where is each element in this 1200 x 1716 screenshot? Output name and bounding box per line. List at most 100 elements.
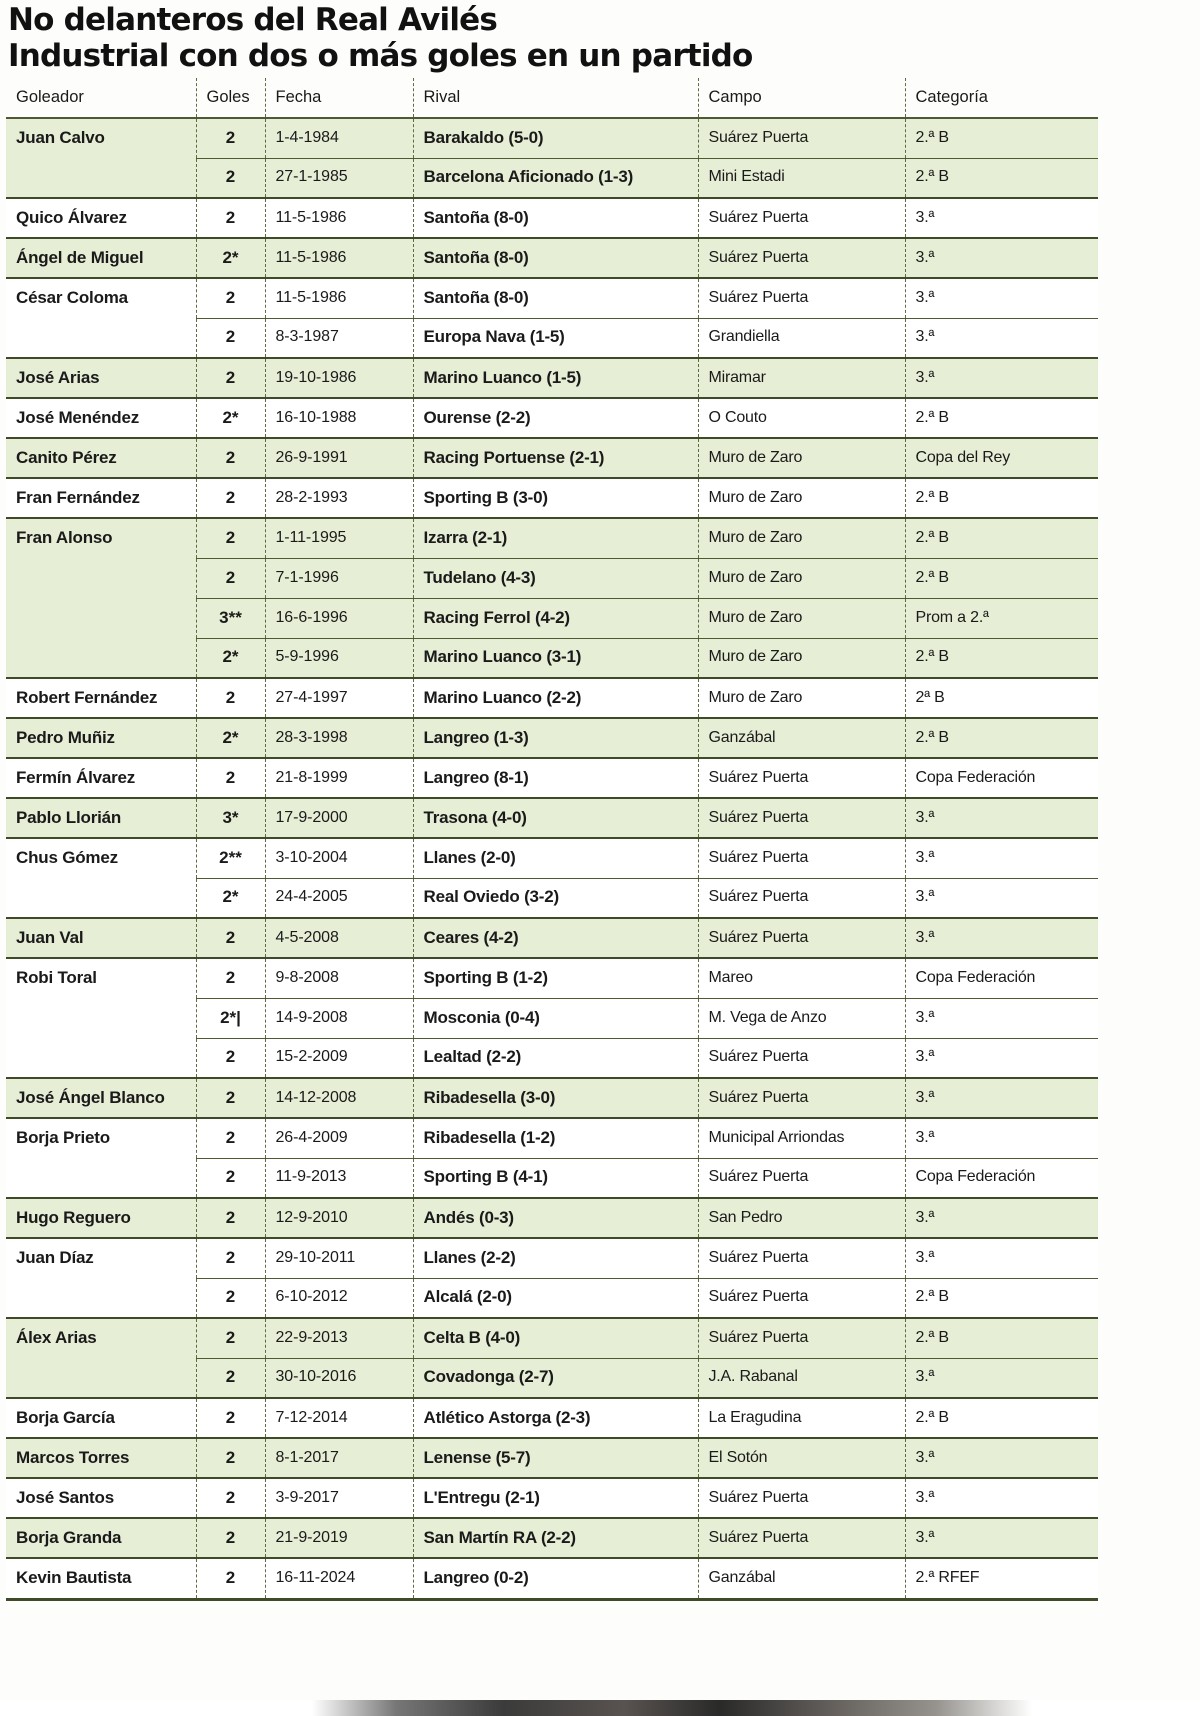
cell-campo: Grandiella [697, 317, 905, 358]
cell-fecha-text: 26-4-2009 [275, 1128, 348, 1146]
cell-campo-text: Muro de Zaro [708, 448, 803, 466]
cell-rival-text: Ourense (2-2) [423, 407, 531, 427]
cell-fecha-text: 29-10-2011 [275, 1248, 356, 1266]
cell-rival-text: Llanes (2-2) [423, 1247, 516, 1267]
cell-goleador: Borja Granda [6, 1517, 196, 1558]
cell-categoria: 2.ª B [904, 717, 1098, 758]
cell-goleador-text [6, 1054, 196, 1061]
cell-campo-text: Suárez Puerta [708, 208, 809, 226]
cell-fecha-text: 28-2-1993 [275, 488, 348, 506]
cell-goleador: José Ángel Blanco [6, 1077, 196, 1118]
cell-goles-text: 2 [225, 287, 236, 307]
cell-categoria-text: 2.ª B [915, 1328, 950, 1346]
cell-fecha-text: 3-10-2004 [275, 848, 348, 866]
cell-campo: Miramar [697, 357, 905, 398]
cell-categoria-text: Prom a 2.ª [915, 608, 989, 626]
cell-goles: 2 [195, 1317, 265, 1358]
table-row: Pedro Muñiz 2* 28-3-1998 Langreo (1-3) Ganzá… [6, 717, 1098, 758]
cell-goleador: Juan Val [6, 917, 196, 958]
col-header-campo: Campo [697, 78, 905, 118]
cell-campo-text: Suárez Puerta [708, 1048, 809, 1066]
cell-goles: 2 [195, 517, 265, 558]
title-line-1: No delanteros del Real Avilés [8, 2, 498, 38]
cell-goles-text: 2* [222, 407, 239, 427]
table-row: Juan Calvo 2 1-4-1984 Barakaldo (5-0) Suárez… [6, 118, 1098, 158]
cell-categoria-text: 2.ª B [915, 168, 950, 186]
cell-rival: Sporting B (3-0) [412, 477, 698, 518]
cell-goleador-text: Marcos Torres [16, 1447, 130, 1467]
cell-fecha-text: 16-11-2024 [275, 1569, 356, 1586]
cell-rival: Mosconia (0-4) [412, 997, 698, 1038]
cell-goles: 2 [195, 1517, 265, 1558]
cell-categoria: 2.ª B [904, 637, 1098, 678]
cell-goleador-text: Álex Arias [16, 1328, 97, 1347]
table-row: 2 27-1-1985 Barcelona Aficionado (1-3) Mini… [6, 157, 1098, 198]
cell-campo: Muro de Zaro [697, 637, 905, 678]
cell-campo: Muro de Zaro [697, 437, 905, 478]
cell-goles-text: 2 [225, 1527, 236, 1547]
cell-fecha-text: 30-10-2016 [275, 1368, 357, 1386]
cell-fecha: 28-3-1998 [264, 717, 413, 758]
cell-categoria: 3.ª [904, 277, 1098, 318]
cell-goles: 2** [195, 837, 265, 878]
cell-goleador-text: Juan Díaz [16, 1248, 94, 1267]
cell-rival: Ribadesella (1-2) [412, 1117, 698, 1158]
cell-goles-text: 2* [222, 647, 239, 667]
cell-goleador-text: Juan Calvo [16, 128, 105, 147]
cell-rival-text: Trasona (4-0) [423, 807, 527, 827]
cell-campo-text: Mini Estadi [708, 168, 785, 186]
cell-rival-text: Marino Luanco (2-2) [423, 687, 582, 707]
cell-rival-text: Celta B (4-0) [423, 1327, 521, 1347]
cell-goleador-text [6, 615, 196, 622]
cell-rival: Europa Nava (1-5) [412, 317, 698, 358]
cell-goles: 2 [195, 317, 265, 358]
cell-campo: Suárez Puerta [697, 917, 905, 958]
cell-campo-text: Muro de Zaro [708, 688, 803, 706]
cell-goleador-text: Borja Granda [16, 1527, 122, 1547]
cell-goles-text: 2 [225, 1287, 236, 1307]
cell-goleador: Canito Pérez [6, 437, 196, 478]
page-title: No delanteros del Real Avilés Industrial… [0, 0, 1200, 78]
cell-fecha-text: 9-8-2008 [275, 968, 339, 986]
cell-rival: Trasona (4-0) [412, 797, 698, 838]
cell-rival: Celta B (4-0) [412, 1317, 698, 1358]
cell-campo: Muro de Zaro [697, 557, 905, 598]
cell-categoria-text: 3.ª [915, 1008, 935, 1026]
cell-goles-text: 2 [225, 567, 236, 587]
cell-goles-text: 2 [225, 1367, 236, 1387]
cell-goles-text: 2 [225, 1568, 236, 1587]
cell-campo-text: Mareo [708, 968, 754, 986]
cell-goles: 3* [195, 797, 265, 838]
cell-rival-text: Barakaldo (5-0) [423, 127, 544, 147]
cell-rival: Tudelano (4-3) [412, 557, 698, 598]
cell-goles: 2 [195, 1237, 265, 1278]
cell-campo-text: J.A. Rabanal [708, 1368, 798, 1386]
cell-fecha: 15-2-2009 [264, 1037, 413, 1078]
cell-campo-text: Municipal Arriondas [708, 1128, 845, 1146]
cell-fecha: 4-5-2008 [264, 917, 413, 958]
cell-fecha-text: 16-10-1988 [275, 408, 357, 426]
cell-campo-text: Suárez Puerta [708, 1288, 809, 1306]
table-header: Goleador Goles Fecha Rival Campo Categor… [6, 78, 1098, 118]
cell-goleador-text [6, 1294, 196, 1301]
cell-campo: Suárez Puerta [697, 877, 905, 918]
cell-rival-text: Sporting B (4-1) [423, 1167, 548, 1187]
cell-goleador: Fermín Álvarez [6, 757, 196, 798]
cell-rival-text: Alcalá (2-0) [423, 1287, 513, 1307]
cell-goles: 2 [195, 118, 265, 158]
cell-goleador: Pablo Llorián [6, 797, 196, 838]
cell-goles-text: 2 [225, 327, 236, 347]
cell-campo-text: Suárez Puerta [708, 768, 809, 786]
cell-fecha-text: 11-5-1986 [275, 288, 347, 306]
cell-goles: 2* [195, 237, 265, 278]
col-header-rival: Rival [412, 78, 698, 118]
cell-goleador-text: Juan Val [16, 927, 84, 947]
cell-campo-text: O Couto [708, 408, 767, 426]
cell-categoria-text: 3.ª [915, 248, 935, 266]
cell-categoria-text: 2.ª B [915, 568, 950, 586]
cell-goleador-text [6, 575, 196, 582]
cell-goleador: Juan Díaz [6, 1237, 196, 1278]
cell-goles-text: 2 [225, 487, 236, 507]
table-row: Kevin Bautista 2 16-11-2024 Langreo (0-2) Ga… [6, 1557, 1098, 1598]
cell-goles-text: 3* [222, 807, 239, 827]
